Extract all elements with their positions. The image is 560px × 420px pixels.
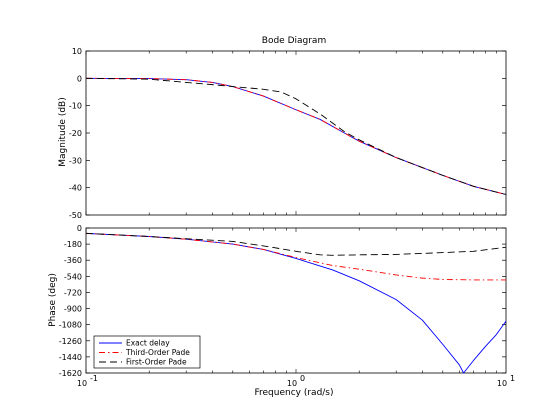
magnitude-ytick-label: -50	[69, 211, 82, 220]
phase-ytick-label: -1440	[59, 353, 82, 362]
chart-title: Bode Diagram	[262, 36, 326, 46]
magnitude-ytick-label: -40	[69, 184, 82, 193]
legend-entry-label: Exact delay	[126, 339, 170, 348]
phase-series-first-order-pade	[85, 232, 507, 256]
legend-box	[93, 335, 201, 369]
legend-entry-label: Third-Order Pade	[125, 348, 190, 357]
phase-ylabel: Phase (deg)	[48, 273, 58, 327]
magnitude-ytick-label: -10	[69, 102, 82, 111]
phase-ytick-label: -1260	[59, 337, 82, 346]
x-axis-label: Frequency (rad/s)	[254, 388, 333, 398]
phase-ytick-label: -180	[64, 240, 82, 249]
phase-ytick-label: -1080	[59, 321, 82, 330]
magnitude-ytick-label: 0	[77, 74, 82, 83]
x-tick-label: 10	[497, 379, 507, 388]
legend-entry-label: First-Order Pade	[126, 358, 187, 367]
x-tick-exponent: 1	[510, 374, 515, 383]
phase-ytick-label: -360	[64, 256, 82, 265]
x-tick-exponent: -1	[90, 374, 98, 383]
phase-ytick-label: -540	[64, 272, 82, 281]
x-tick-label: 10	[77, 379, 87, 388]
magnitude-ylabel: Magnitude (dB)	[58, 97, 68, 166]
magnitude-series-first-order-pade	[85, 77, 507, 195]
magnitude-ytick-label: -20	[69, 129, 82, 138]
magnitude-ytick-label: -30	[69, 156, 82, 165]
magnitude-panel: Magnitude (dB) 10 0 -10 -20 -30 -40 -50	[58, 47, 507, 220]
x-tick-label: 10	[287, 379, 297, 388]
phase-ytick-label: -900	[64, 305, 82, 314]
x-tick-exponent: 0	[300, 374, 305, 383]
phase-ytick-label: -1620	[59, 369, 82, 378]
magnitude-ytick-label: 10	[72, 47, 82, 56]
magnitude-plot-frame	[85, 50, 507, 216]
phase-ytick-label: 0	[77, 224, 82, 233]
phase-ytick-label: -720	[64, 288, 82, 297]
magnitude-series-third-order-pade	[85, 77, 507, 195]
